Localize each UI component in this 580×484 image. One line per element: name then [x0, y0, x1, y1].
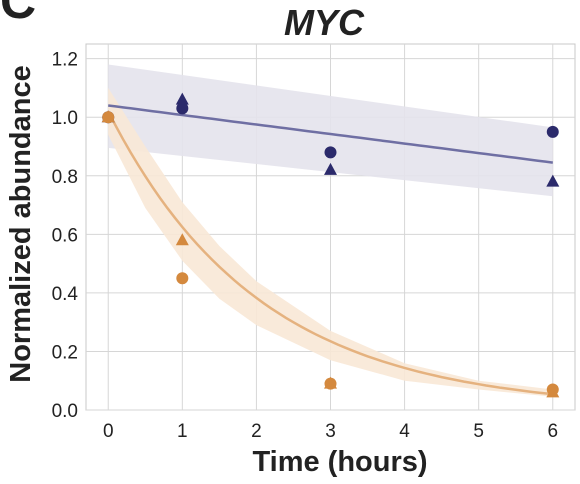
y-axis-title: Normalized abundance [5, 65, 37, 382]
triangle-point-2 [175, 233, 189, 246]
x-tick-label: 3 [325, 421, 336, 442]
x-tick-label: 2 [251, 421, 262, 442]
tick-labels: 0 1 2 3 4 5 6 0.0 0.2 0.4 0.6 0.8 1.0 1.2 [52, 50, 558, 442]
y-tick-label: 0.2 [52, 342, 78, 363]
panel-label: C [0, 0, 36, 29]
y-tick-label: 0.4 [52, 284, 79, 305]
y-tick-label: 1.2 [52, 50, 78, 71]
fit-line-1 [108, 104, 553, 164]
y-tick-label: 0.6 [52, 225, 78, 246]
triangle-point-1 [546, 174, 560, 187]
y-tick-label: 0.8 [52, 167, 78, 188]
circle-point-1 [546, 125, 559, 138]
confidence-band-1 [108, 64, 553, 197]
circle-point-1 [324, 146, 337, 159]
circle-point-2 [176, 272, 189, 285]
triangle-point-2 [101, 110, 115, 123]
circle-point-1 [176, 102, 189, 115]
chart-title: MYC [284, 2, 365, 43]
triangle-point-1 [175, 92, 189, 105]
y-tick-label: 1.0 [52, 108, 78, 129]
x-tick-label: 4 [399, 421, 410, 442]
x-axis-title: Time (hours) [252, 446, 427, 478]
triangle-point-1 [324, 162, 337, 175]
x-tick-label: 5 [473, 421, 484, 442]
triangle-point-2 [546, 385, 560, 398]
data-points [101, 92, 560, 398]
x-tick-label: 6 [547, 421, 558, 442]
x-tick-label: 0 [103, 421, 114, 442]
fit-line-2 [107, 110, 553, 396]
y-tick-label: 0.0 [52, 401, 78, 422]
x-tick-label: 1 [177, 421, 188, 442]
triangle-point-2 [324, 376, 337, 389]
fit-lines [107, 104, 553, 396]
